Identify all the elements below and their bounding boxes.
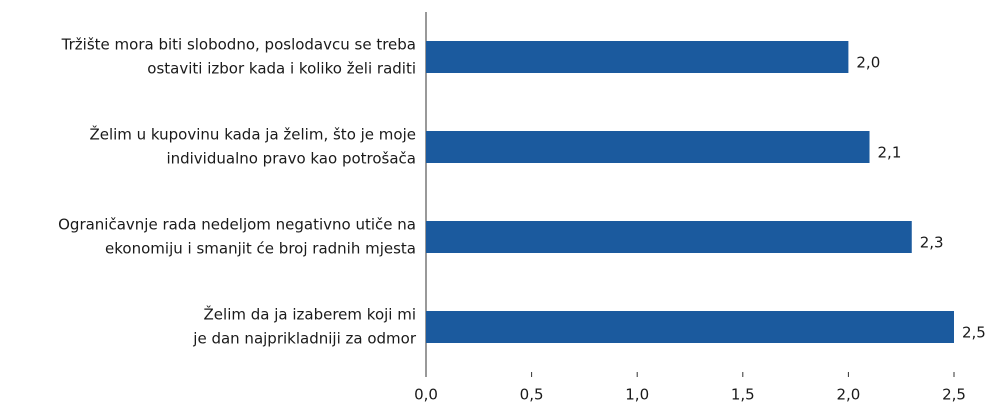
value-label: 2,3 bbox=[920, 234, 944, 252]
bar bbox=[426, 131, 870, 163]
category-label: Želim da ja izaberem koji mi bbox=[204, 305, 416, 324]
x-tick-label: 1,0 bbox=[625, 386, 649, 404]
category-label: Ograničavnje rada nedeljom negativno uti… bbox=[58, 216, 416, 234]
category-label: Tržište mora biti slobodno, poslodavcu s… bbox=[61, 36, 416, 54]
x-tick-label: 0,0 bbox=[414, 386, 438, 404]
x-tick-label: 1,5 bbox=[731, 386, 755, 404]
category-label: ekonomiju i smanjit će broj radnih mjest… bbox=[105, 240, 416, 258]
category-label: ostaviti izbor kada i koliko želi raditi bbox=[147, 60, 416, 78]
x-tick-label: 0,5 bbox=[520, 386, 544, 404]
category-label: individualno pravo kao potrošača bbox=[166, 150, 416, 168]
value-label: 2,0 bbox=[856, 54, 880, 72]
category-label: Želim u kupovinu kada ja želim, što je m… bbox=[89, 125, 416, 144]
value-label: 2,5 bbox=[962, 324, 986, 342]
bar bbox=[426, 311, 954, 343]
x-tick-label: 2,5 bbox=[942, 386, 966, 404]
bar bbox=[426, 41, 849, 73]
x-tick-label: 2,0 bbox=[836, 386, 860, 404]
category-label: je dan najprikladniji za odmor bbox=[192, 330, 417, 348]
bar bbox=[426, 221, 912, 253]
value-label: 2,1 bbox=[878, 144, 902, 162]
